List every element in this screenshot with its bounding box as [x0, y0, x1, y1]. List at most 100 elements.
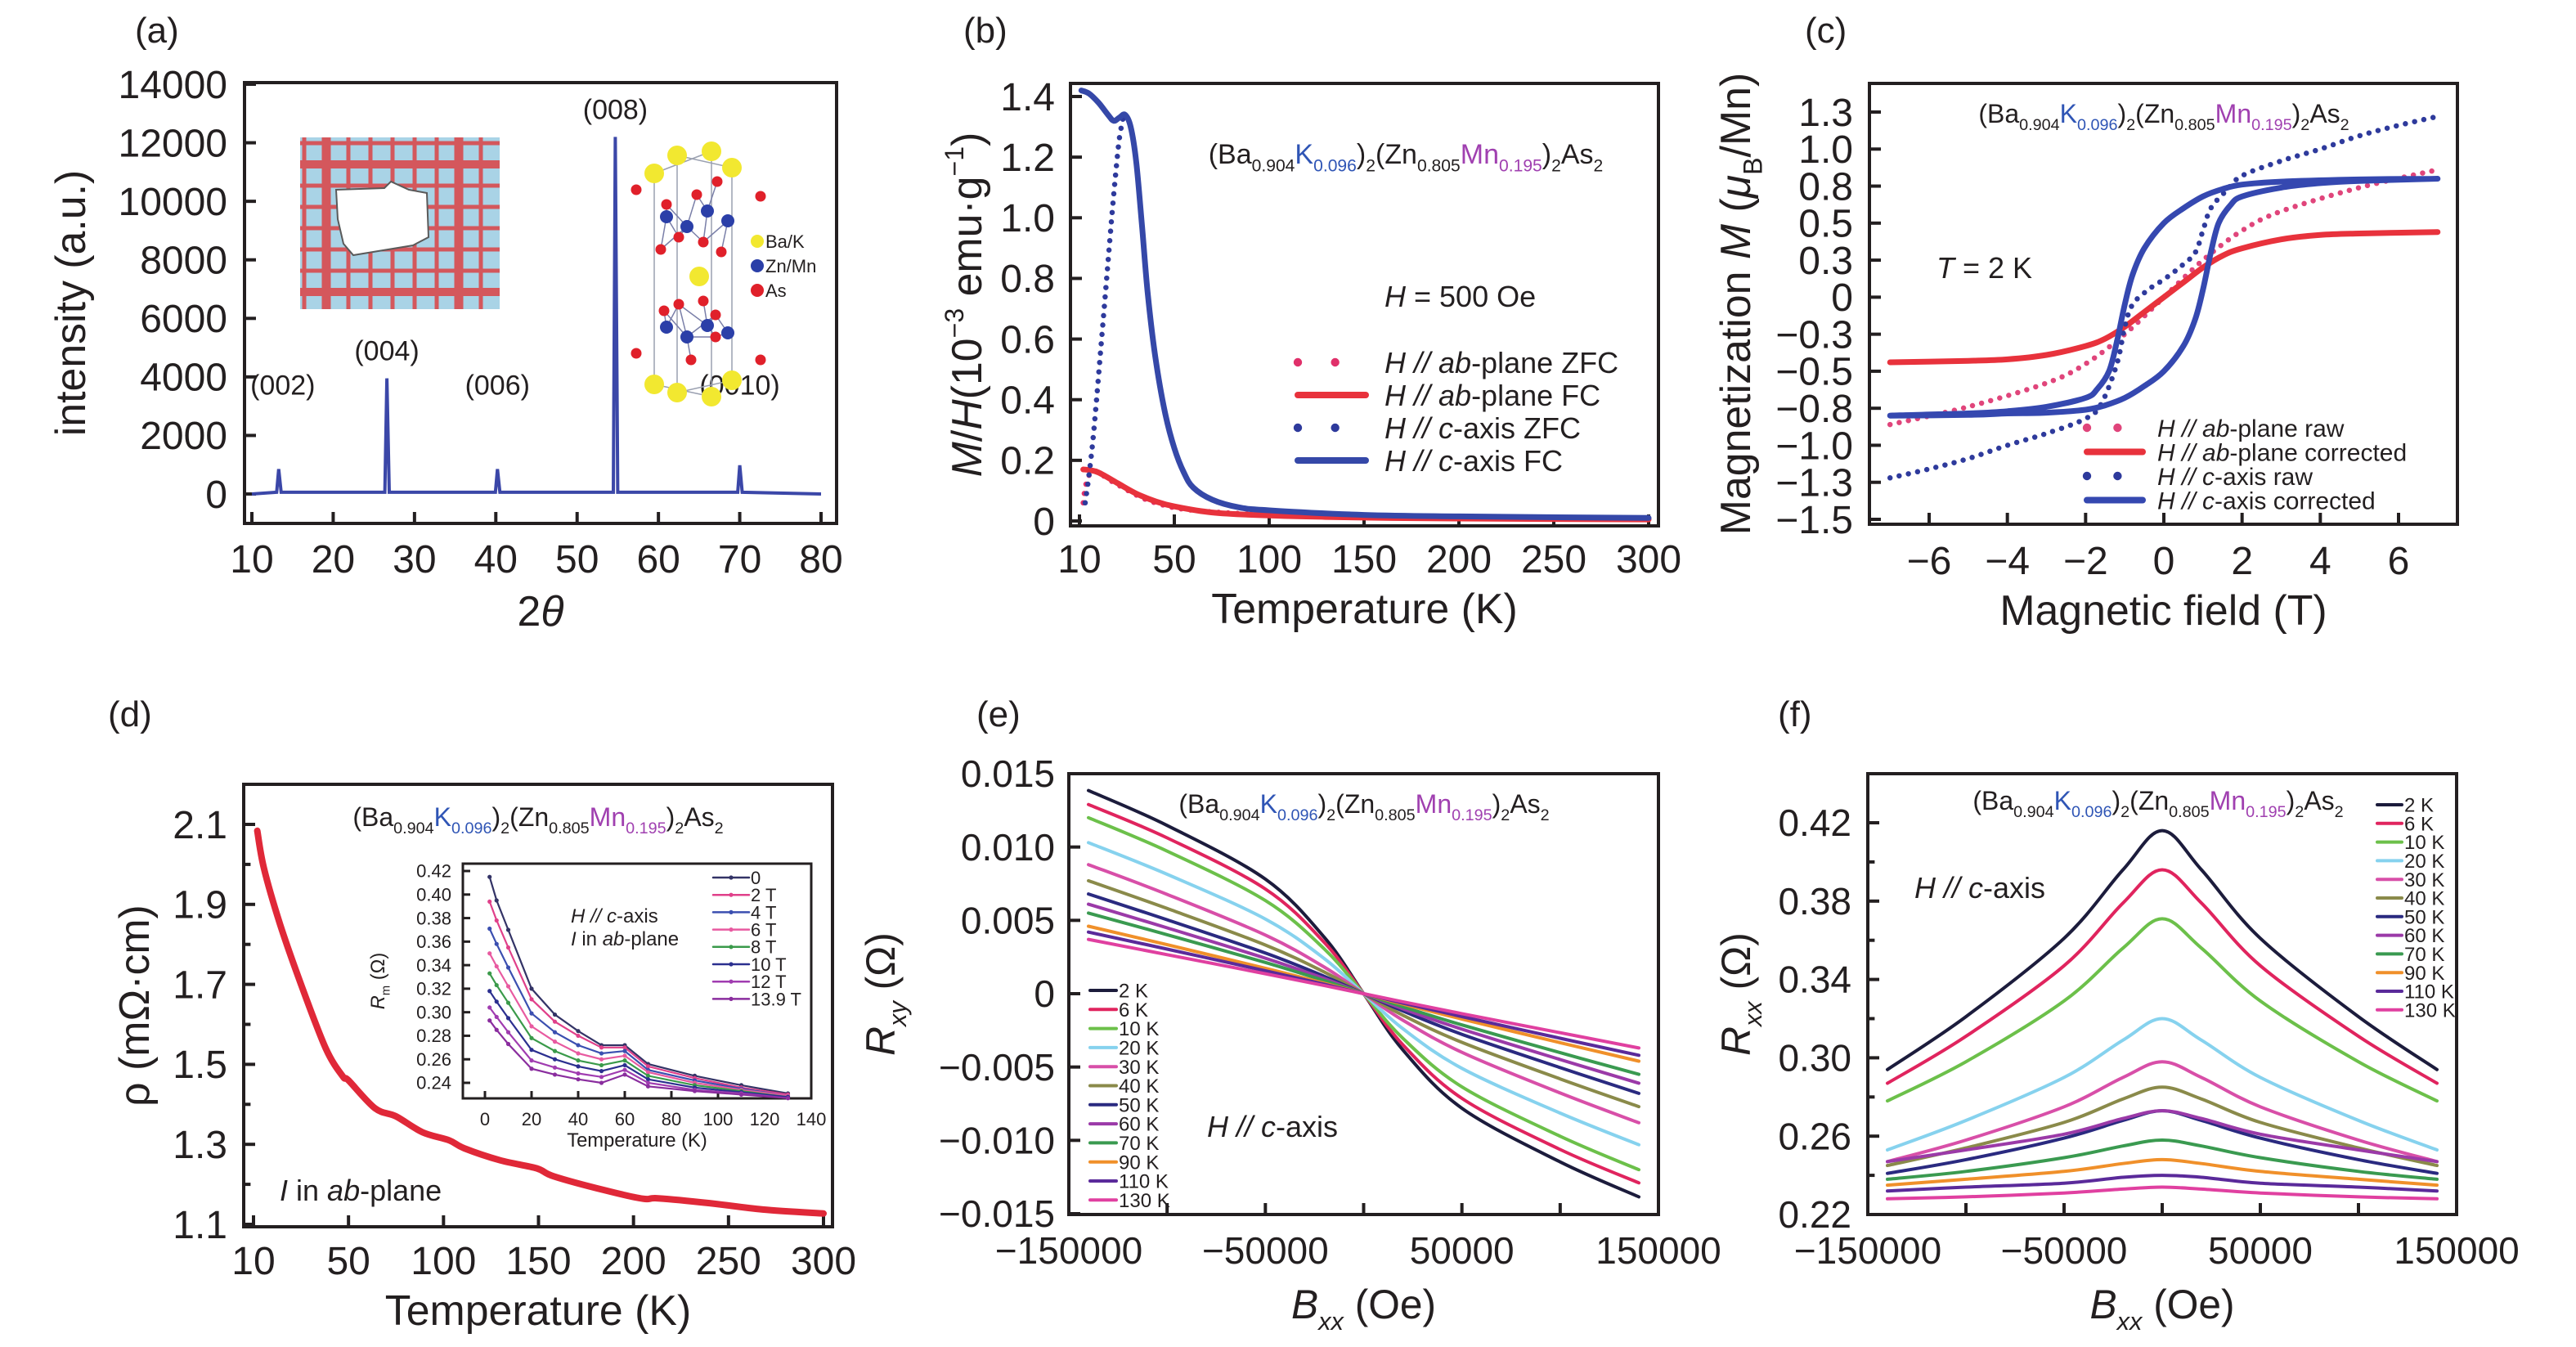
panel-f-compound-formula-part: 0.805 — [2169, 803, 2210, 821]
panel-f-y-axis-label-part: xx — [1739, 1000, 1767, 1028]
panel-a-x-tick-label: 10 — [230, 538, 273, 581]
panel-e-compound-formula-part: 0.195 — [1452, 806, 1492, 824]
panel-f-legend-label: 60 K — [2404, 925, 2444, 947]
inset-series-line — [488, 876, 788, 1095]
panel-d-compound-formula-part: 0.805 — [549, 819, 590, 837]
crystal-legend-dot — [751, 284, 764, 297]
panel-c-legend-label: H // c-axis corrected — [2157, 487, 2376, 514]
inset-data-point — [599, 1057, 604, 1062]
panel-e-x-axis-label-part: (Oe) — [1344, 1282, 1436, 1327]
inset-data-point — [645, 1080, 651, 1085]
inset-legend-marker — [729, 962, 734, 967]
as-atom — [698, 295, 709, 307]
panel-e-y-tick-label: −0.015 — [939, 1192, 1055, 1235]
inset-x-tick-label: 120 — [750, 1109, 780, 1129]
inset-y-axis-label-part: (Ω) — [367, 953, 389, 986]
panel-b-legend-label: H // c-axis FC — [1384, 444, 1563, 478]
panel-a-x-tick-label: 30 — [393, 538, 436, 581]
peak-label: (006) — [465, 370, 530, 401]
panel-e-compound-formula-part: As — [1510, 789, 1540, 819]
panel-d-compound-formula-part: Mn — [590, 802, 626, 832]
inset-data-point — [552, 1057, 558, 1062]
panel-c-y-axis-label: Magnetization M (μB/Mn) — [1712, 73, 1768, 535]
as-atom — [755, 191, 766, 202]
as-atom — [673, 299, 684, 310]
inset-data-point — [494, 999, 499, 1004]
panel-a-x-tick-label: 80 — [799, 538, 842, 581]
panel-f-legend-label: 6 K — [2404, 813, 2434, 835]
panel-b-series-line — [1082, 114, 1126, 506]
panel-e-legend-label: 10 K — [1119, 1018, 1159, 1040]
panel-c-annotation: T = 2 K — [1936, 251, 2032, 285]
inset-annotation-part: ab — [603, 928, 625, 950]
panel-f-series-line — [1886, 917, 2439, 1103]
panel-c-series-line — [1887, 229, 2441, 366]
panel-b-legend-label-part: -plane ZFC — [1471, 346, 1618, 379]
panel-f-compound-formula-part: 0.195 — [2246, 803, 2287, 821]
panel-f: (f) −150000 −50000 50000 150000 0.22 0.26 0.30 0… — [1713, 694, 2520, 1336]
panel-d-y-tick-label: 1.7 — [173, 963, 227, 1007]
as-atom — [711, 176, 723, 187]
panel-c-x-tick-label: −2 — [2063, 540, 2108, 583]
panel-e-y-axis-label-part: xy — [883, 1000, 912, 1028]
inset-data-point — [494, 918, 499, 923]
inset-legend-marker — [729, 996, 734, 1001]
inset-x-axis-label-part: Temperature (K) — [567, 1129, 707, 1152]
panel-d-compound-formula: (Ba0.904K0.096)2(Zn0.805Mn0.195)2As2 — [352, 802, 723, 837]
inset-data-point — [645, 1070, 651, 1075]
panel-f-series-line — [1886, 1174, 2439, 1193]
panel-a-y-tick-label: 2000 — [140, 415, 227, 458]
panel-c-y-tick-label: 0.8 — [1798, 165, 1853, 209]
panel-c-series-line — [1887, 176, 2441, 419]
panel-f-legend-label: 40 K — [2404, 888, 2444, 910]
panel-f-x-axis-label: Bxx (Oe) — [2089, 1282, 2234, 1336]
inset-legend-marker — [729, 875, 734, 880]
peak-label: (004) — [354, 336, 419, 367]
panel-c-x-axis-label: Magnetic field (T) — [1999, 586, 2327, 634]
inset-data-point — [529, 1035, 534, 1040]
panel-c-x-tick-label: 6 — [2388, 540, 2410, 583]
inset-data-point — [738, 1092, 744, 1097]
inset-annotation: I in ab-plane — [571, 928, 679, 950]
inset-legend-marker — [729, 892, 734, 897]
panel-d-compound-formula-part: 2 — [675, 819, 684, 837]
inset-data-point — [622, 1045, 627, 1050]
panel-a-x-tick-label: 70 — [718, 538, 761, 581]
ba-k-atom — [644, 375, 664, 394]
panel-e-legend-label-part: 50 K — [1119, 1094, 1159, 1116]
panel-a-y-axis-label: intensity (a.u.) — [47, 170, 94, 437]
inset-y-axis-label-part: m — [380, 986, 393, 995]
inset-data-point — [599, 1075, 604, 1080]
inset-legend-label: 8 T — [751, 937, 776, 958]
panel-f-y-tick-label: 0.30 — [1778, 1037, 1851, 1080]
panel-d-x-axis-label: Temperature (K) — [385, 1286, 691, 1334]
panel-b-y-axis-label-part: −3 — [940, 308, 969, 339]
panel-c-compound-formula-part: 0.195 — [2251, 116, 2292, 134]
panel-e-compound-formula-part: 0.904 — [1219, 806, 1260, 824]
inset-data-point — [599, 1051, 604, 1056]
inset-data-point — [622, 1058, 627, 1063]
panel-f-series-line — [1886, 1157, 2439, 1188]
crystal-legend-label: Ba/K — [765, 231, 805, 252]
panel-a-y-tick-label: 4000 — [140, 357, 227, 400]
panel-b-y-axis-label: M/H(10−3 emu·g−1) — [940, 132, 990, 478]
panel-b-x-tick-label: 150 — [1331, 538, 1397, 581]
as-atom — [691, 189, 702, 200]
panel-d-annotation: I in ab-plane — [280, 1174, 442, 1207]
panel-c-y-axis-label-part: μ — [1712, 175, 1759, 200]
inset-data-point — [552, 1072, 558, 1077]
panel-f-legend-label: 110 K — [2404, 981, 2454, 1004]
inset-data-point — [494, 1027, 499, 1032]
panel-a-y-tick-label: 12000 — [119, 122, 227, 165]
panel-e-legend-label-part: 20 K — [1119, 1038, 1159, 1060]
panel-c-y-tick-label: −1.5 — [1775, 499, 1853, 542]
panel-c-compound-formula-part: (Zn — [2135, 99, 2174, 128]
panel-d-y-tick-label: 1.1 — [173, 1204, 227, 1247]
inset-data-point — [576, 1029, 581, 1034]
panel-c-compound-formula-part: 2 — [2340, 116, 2349, 134]
inset-series-line — [488, 953, 788, 1097]
inset-data-point — [529, 1011, 534, 1016]
panel-f-y-axis-label-part: (Ω) — [1713, 932, 1759, 1001]
panel-b-y-tick-label: 1.0 — [1000, 197, 1055, 240]
panel-d-y-tick-label: 1.9 — [173, 884, 227, 927]
